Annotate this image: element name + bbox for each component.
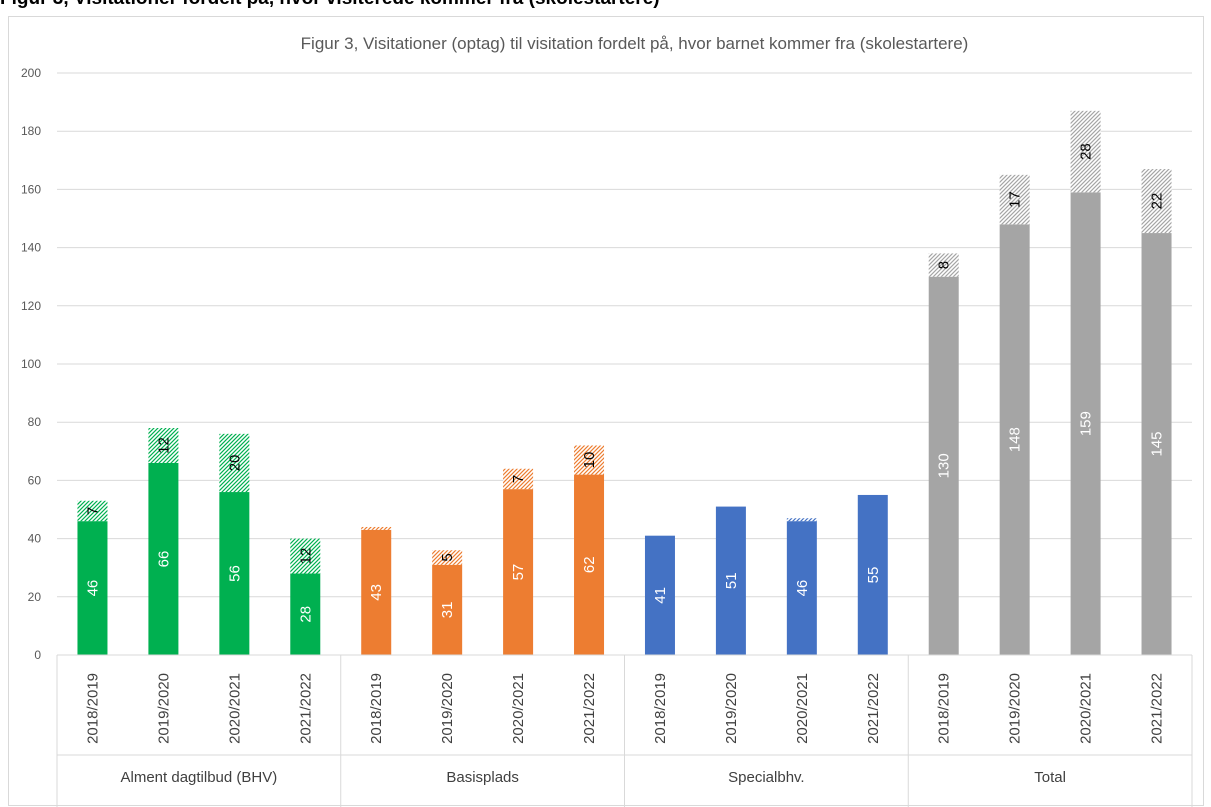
x-tick-label: 2019/2020 — [1007, 673, 1024, 744]
x-tick-label: 2021/2022 — [297, 673, 314, 744]
x-group-label: Total — [1034, 769, 1066, 786]
bar-base — [361, 529, 392, 655]
chart-frame: 0 20 40 60 80 100 120 140 160 180 200 46 7 66 12 56 20 2… — [8, 16, 1204, 807]
y-tick-label: 200 — [21, 66, 41, 80]
chart-title: Figur 3, Visitationer (optag) til visita… — [301, 34, 969, 53]
data-label-base: 28 — [297, 606, 314, 623]
bar-base — [503, 489, 534, 655]
y-tick-label: 0 — [34, 648, 41, 662]
y-tick-label: 60 — [28, 473, 42, 487]
bar-base — [1141, 233, 1172, 656]
bar-base — [77, 521, 108, 655]
x-tick-label: 2018/2019 — [652, 673, 669, 744]
y-tick-label: 120 — [21, 299, 41, 313]
bar-base — [928, 276, 959, 655]
data-label-base: 62 — [581, 556, 598, 573]
bar-base — [786, 521, 817, 655]
bar-base — [219, 492, 250, 655]
data-label-base: 145 — [1149, 432, 1166, 457]
data-label-base: 130 — [936, 453, 953, 478]
y-tick-label: 20 — [28, 590, 42, 604]
bar-hatched — [1141, 169, 1172, 234]
bar-hatched — [290, 538, 321, 574]
data-label-base: 43 — [368, 584, 385, 601]
data-label-base: 56 — [226, 565, 243, 582]
data-label-hatched: 10 — [581, 452, 598, 469]
bar-hatched — [77, 500, 108, 522]
x-tick-label: 2018/2019 — [84, 673, 101, 744]
bar-base — [290, 573, 321, 655]
x-tick-label: 2021/2022 — [1149, 673, 1166, 744]
bar-base — [574, 474, 605, 655]
bar-hatched — [999, 174, 1030, 225]
bar-hatched — [574, 445, 605, 475]
data-label-base: 148 — [1007, 427, 1024, 452]
x-tick-label: 2020/2021 — [226, 673, 243, 744]
data-label-base: 41 — [652, 587, 669, 604]
bars — [77, 110, 1172, 656]
bar-base — [1070, 192, 1101, 655]
data-label-hatched: 8 — [936, 261, 953, 269]
bar-base — [715, 506, 746, 655]
bar-base — [644, 535, 675, 655]
data-label-hatched: 22 — [1149, 193, 1166, 210]
data-labels: 46 7 66 12 56 20 28 12 43 31 5 57 7 62 10 41 51 46 55 130 8 1… — [84, 143, 1165, 622]
x-tick-label: 2019/2020 — [723, 673, 740, 744]
x-group-label: Basisplads — [446, 769, 519, 786]
y-tick-label: 180 — [21, 124, 41, 138]
bar-hatched — [219, 433, 250, 493]
x-group-label: Alment dagtilbud (BHV) — [121, 769, 278, 786]
x-axis: 2018/2019 2019/2020 2020/2021 2021/2022 Alme… — [56, 654, 1193, 807]
data-label-base: 31 — [439, 602, 456, 619]
bar-hatched — [361, 526, 392, 530]
y-tick-label: 80 — [28, 415, 42, 429]
bar-base — [857, 494, 888, 655]
bar-hatched — [148, 428, 179, 463]
bar-hatched — [928, 253, 959, 277]
data-label-hatched: 12 — [297, 548, 314, 565]
x-tick-label: 2021/2022 — [865, 673, 882, 744]
data-label-hatched: 28 — [1078, 143, 1095, 160]
y-tick-label: 100 — [21, 357, 41, 371]
x-tick-label: 2018/2019 — [368, 673, 385, 744]
x-tick-label: 2021/2022 — [581, 673, 598, 744]
bar-hatched — [503, 468, 534, 490]
x-tick-label: 2020/2021 — [1078, 673, 1095, 744]
bar-base — [148, 462, 179, 655]
x-tick-label: 2019/2020 — [155, 673, 172, 744]
x-group-label: Specialbhv. — [728, 769, 804, 786]
data-label-base: 57 — [510, 564, 527, 581]
y-axis-ticks: 0 20 40 60 80 100 120 140 160 180 200 — [21, 66, 41, 662]
y-tick-label: 160 — [21, 182, 41, 196]
bar-base — [432, 564, 463, 655]
data-label-base: 159 — [1078, 411, 1095, 436]
bar-hatched — [786, 518, 817, 522]
data-label-hatched: 5 — [439, 553, 456, 561]
data-label-hatched: 20 — [226, 455, 243, 472]
x-tick-label: 2019/2020 — [439, 673, 456, 744]
x-tick-label: 2020/2021 — [794, 673, 811, 744]
y-tick-label: 140 — [21, 241, 41, 255]
data-label-hatched: 7 — [510, 475, 527, 483]
data-label-hatched: 12 — [155, 437, 172, 454]
data-label-base: 66 — [155, 551, 172, 568]
data-label-hatched: 7 — [84, 507, 101, 515]
data-label-base: 55 — [865, 567, 882, 584]
x-tick-label: 2020/2021 — [510, 673, 527, 744]
y-tick-label: 40 — [28, 532, 42, 546]
document-heading: Figur 3, Visitationer fordelt på, hvor v… — [0, 0, 1211, 10]
bar-hatched — [432, 550, 463, 565]
data-label-base: 51 — [723, 572, 740, 589]
x-tick-label: 2018/2019 — [936, 673, 953, 744]
data-label-hatched: 17 — [1007, 191, 1024, 208]
data-label-base: 46 — [794, 580, 811, 597]
bar-hatched — [1070, 110, 1101, 193]
data-label-base: 46 — [84, 580, 101, 597]
bar-base — [999, 224, 1030, 655]
